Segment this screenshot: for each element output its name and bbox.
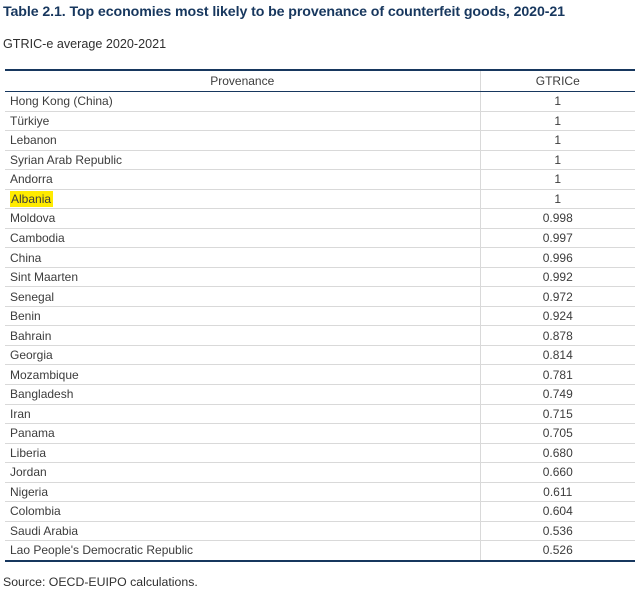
gtrice-cell: 0.997	[479, 227, 635, 248]
provenance-cell: Sint Maarten	[5, 266, 480, 287]
provenance-table-wrapper: Provenance GTRICe Hong Kong (China) 1 Türk…	[5, 69, 635, 562]
gtrice-cell: 0.972	[479, 286, 635, 307]
gtrice-cell: 0.715	[479, 403, 635, 424]
provenance-cell: Iran	[5, 403, 480, 424]
gtrice-cell: 0.992	[479, 266, 635, 287]
gtrice-cell: 0.924	[479, 305, 635, 326]
column-header-gtrice: GTRICe	[479, 71, 635, 92]
gtrice-cell: 0.526	[479, 540, 635, 560]
provenance-cell: Colombia	[5, 501, 480, 522]
table-body: Hong Kong (China) 1 Türkiye 1 Lebanon 1 Syrian…	[5, 91, 635, 560]
table-row: Hong Kong (China) 1	[5, 91, 635, 112]
table-row: Senegal 0.972	[5, 286, 635, 307]
header-row: Provenance GTRICe	[5, 71, 635, 92]
table-row: Georgia 0.814	[5, 344, 635, 365]
table-row: Andorra 1	[5, 169, 635, 190]
table-row: Jordan 0.660	[5, 462, 635, 483]
provenance-cell: Moldova	[5, 208, 480, 229]
gtrice-cell: 0.705	[479, 423, 635, 444]
table-row: Türkiye 1	[5, 110, 635, 131]
gtrice-cell: 1	[479, 169, 635, 190]
provenance-table: Provenance GTRICe Hong Kong (China) 1 Türk…	[5, 71, 635, 560]
gtrice-cell: 1	[479, 188, 635, 209]
provenance-cell: Nigeria	[5, 481, 480, 502]
table-row: Syrian Arab Republic 1	[5, 149, 635, 170]
provenance-cell: Lebanon	[5, 130, 480, 151]
gtrice-cell: 1	[479, 91, 635, 112]
provenance-cell: Liberia	[5, 442, 480, 463]
table-row: Lebanon 1	[5, 130, 635, 151]
highlighted-provenance-text: Albania	[10, 190, 54, 207]
gtrice-cell: 0.611	[479, 481, 635, 502]
table-row: Lao People's Democratic Republic 0.526	[5, 540, 635, 560]
gtrice-cell: 0.536	[479, 520, 635, 541]
provenance-cell: Saudi Arabia	[5, 520, 480, 541]
provenance-cell: Senegal	[5, 286, 480, 307]
provenance-cell: Lao People's Democratic Republic	[5, 540, 480, 560]
provenance-cell: Jordan	[5, 462, 480, 483]
table-row: Bahrain 0.878	[5, 325, 635, 346]
provenance-cell: Bahrain	[5, 325, 480, 346]
gtrice-cell: 0.998	[479, 208, 635, 229]
table-row: Mozambique 0.781	[5, 364, 635, 385]
provenance-cell: Panama	[5, 423, 480, 444]
table-row: Liberia 0.680	[5, 442, 635, 463]
provenance-cell: China	[5, 247, 480, 268]
table-title: Table 2.1. Top economies most likely to …	[3, 4, 565, 20]
column-header-provenance: Provenance	[5, 71, 480, 92]
table-row: Nigeria 0.611	[5, 481, 635, 502]
table-row: Cambodia 0.997	[5, 227, 635, 248]
gtrice-cell: 0.781	[479, 364, 635, 385]
gtrice-cell: 0.680	[479, 442, 635, 463]
provenance-cell: Syrian Arab Republic	[5, 149, 480, 170]
source-note: Source: OECD-EUIPO calculations.	[3, 575, 198, 589]
provenance-cell: Bangladesh	[5, 383, 480, 404]
table-row: Sint Maarten 0.992	[5, 266, 635, 287]
table-row: Colombia 0.604	[5, 501, 635, 522]
gtrice-cell: 1	[479, 110, 635, 131]
table-row: Panama 0.705	[5, 423, 635, 444]
table-row: Moldova 0.998	[5, 208, 635, 229]
gtrice-cell: 1	[479, 149, 635, 170]
gtrice-cell: 0.749	[479, 383, 635, 404]
provenance-cell: Benin	[5, 305, 480, 326]
gtrice-cell: 0.660	[479, 462, 635, 483]
table-row: Saudi Arabia 0.536	[5, 520, 635, 541]
provenance-cell: Mozambique	[5, 364, 480, 385]
gtrice-cell: 0.604	[479, 501, 635, 522]
table-row: Bangladesh 0.749	[5, 383, 635, 404]
table-subtitle: GTRIC-e average 2020-2021	[3, 37, 167, 51]
table-row: Benin 0.924	[5, 305, 635, 326]
gtrice-cell: 0.814	[479, 344, 635, 365]
provenance-cell: Georgia	[5, 344, 480, 365]
gtrice-cell: 0.878	[479, 325, 635, 346]
provenance-cell: Cambodia	[5, 227, 480, 248]
provenance-cell: Albania	[5, 188, 480, 209]
gtrice-cell: 1	[479, 130, 635, 151]
table-row: Iran 0.715	[5, 403, 635, 424]
provenance-cell: Türkiye	[5, 110, 480, 131]
provenance-cell: Hong Kong (China)	[5, 91, 480, 112]
gtrice-cell: 0.996	[479, 247, 635, 268]
provenance-cell: Andorra	[5, 169, 480, 190]
table-row: China 0.996	[5, 247, 635, 268]
table-row: Albania 1	[5, 188, 635, 209]
